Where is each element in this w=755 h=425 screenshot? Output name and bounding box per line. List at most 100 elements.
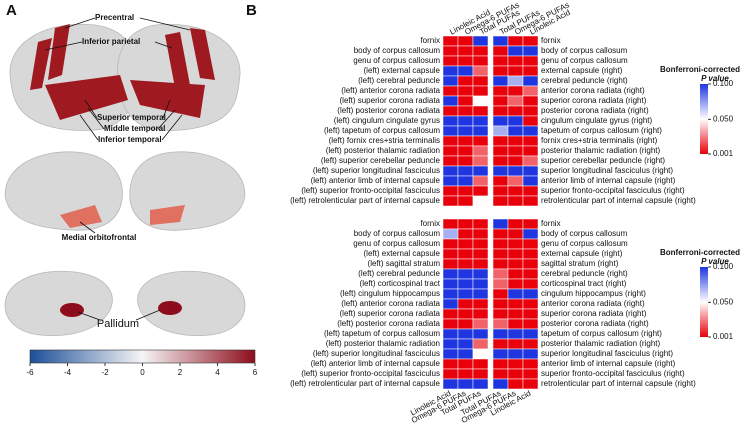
region: [60, 303, 84, 317]
cell: [507, 288, 524, 300]
row-label: cingulum hippocampus (right): [541, 289, 646, 298]
cell: [522, 318, 539, 330]
cell: [472, 165, 489, 177]
cell: [507, 368, 524, 380]
cell: [457, 228, 474, 240]
cell: [442, 175, 459, 187]
cell: [472, 105, 489, 117]
cell: [522, 35, 539, 47]
cell: [472, 195, 489, 207]
cell: [492, 298, 509, 310]
tick-label: 4: [215, 368, 220, 377]
leader-line: [44, 17, 191, 141]
row-label: (left) posterior corona radiata: [337, 106, 440, 115]
tick-label: 0.050: [713, 297, 734, 306]
cell: [492, 115, 509, 127]
cell: [507, 378, 524, 390]
cell: [522, 195, 539, 207]
row-label: (left) superior corona radiata: [340, 309, 441, 318]
cell: [522, 368, 539, 380]
region-label: Inferior parietal: [82, 37, 140, 46]
region: [45, 75, 128, 120]
cell: [522, 65, 539, 77]
cell: [457, 75, 474, 87]
cell: [472, 155, 489, 167]
cell: [472, 65, 489, 77]
cell: [442, 125, 459, 137]
row-label: (left) anterior limb of internal capsule: [311, 176, 441, 185]
cell: [492, 278, 509, 290]
cell: [507, 318, 524, 330]
cell: [507, 105, 524, 117]
cell: [492, 288, 509, 300]
cell: [442, 358, 459, 370]
cell: [522, 348, 539, 360]
row-label: (left) cingulum cingulate gyrus: [334, 116, 440, 125]
row-label: posterior thalamic radiation (right): [541, 146, 660, 155]
cell: [472, 218, 489, 230]
row-label: retrolenticular part of internal capsule…: [541, 196, 696, 205]
cell: [522, 238, 539, 250]
cell: [522, 125, 539, 137]
cell: [507, 75, 524, 87]
row-label: (left) cerebral peduncle: [358, 76, 440, 85]
row-label: (left) retrolenticular part of internal …: [290, 379, 440, 388]
cell: [492, 195, 509, 207]
tick-label: 0: [140, 368, 145, 377]
region-label: Inferior temporal: [98, 135, 162, 144]
cell: [442, 238, 459, 250]
cell: [492, 45, 509, 57]
cell: [457, 268, 474, 280]
cell: [507, 55, 524, 67]
cell: [472, 55, 489, 67]
cell: [507, 358, 524, 370]
region-label: Middle temporal: [104, 124, 165, 133]
cell: [472, 318, 489, 330]
cell: [457, 338, 474, 350]
cell: [472, 238, 489, 250]
cell: [457, 145, 474, 157]
cell: [457, 95, 474, 107]
cell: [472, 248, 489, 260]
legend-bar: [700, 267, 708, 337]
cell: [457, 155, 474, 167]
region: [60, 205, 102, 228]
cell: [522, 95, 539, 107]
cell: [492, 155, 509, 167]
cell: [457, 298, 474, 310]
legend-title: Bonferroni-corrected: [660, 65, 740, 74]
cell: [492, 65, 509, 77]
tick-label: 0.100: [713, 262, 734, 271]
cell: [492, 85, 509, 97]
cell: [442, 195, 459, 207]
cell: [457, 378, 474, 390]
cell: [457, 45, 474, 57]
panel-a: A Precentral Inferior parietal Superior …: [4, 2, 256, 364]
cell: [457, 358, 474, 370]
row-label: (left) external capsule: [364, 66, 441, 75]
cell: [507, 125, 524, 137]
cell: [442, 378, 459, 390]
cell: [522, 75, 539, 87]
cell: [442, 65, 459, 77]
tick-label: 6: [253, 368, 258, 377]
row-label: (left) corticospinal tract: [360, 279, 441, 288]
cell: [442, 55, 459, 67]
tick-label: 0.050: [713, 114, 734, 123]
row-label: superior fronto-occipital fasciculus (ri…: [541, 369, 685, 378]
cell: [442, 248, 459, 260]
cell: [442, 268, 459, 280]
row-label: anterior limb of internal capsule (right…: [541, 176, 676, 185]
cell: [507, 85, 524, 97]
cell: [492, 358, 509, 370]
row-label: body of corpus callosum: [541, 46, 628, 55]
cell: [492, 95, 509, 107]
brain-medial-right: [129, 151, 246, 231]
panel-b: B: [246, 2, 257, 19]
cell: [457, 185, 474, 197]
row-label: cerebral peduncle (right): [541, 269, 628, 278]
tick-label: 0.001: [713, 149, 734, 158]
cell: [507, 308, 524, 320]
row-label: superior cerebellar peduncle (right): [541, 156, 665, 165]
cell: [442, 75, 459, 87]
